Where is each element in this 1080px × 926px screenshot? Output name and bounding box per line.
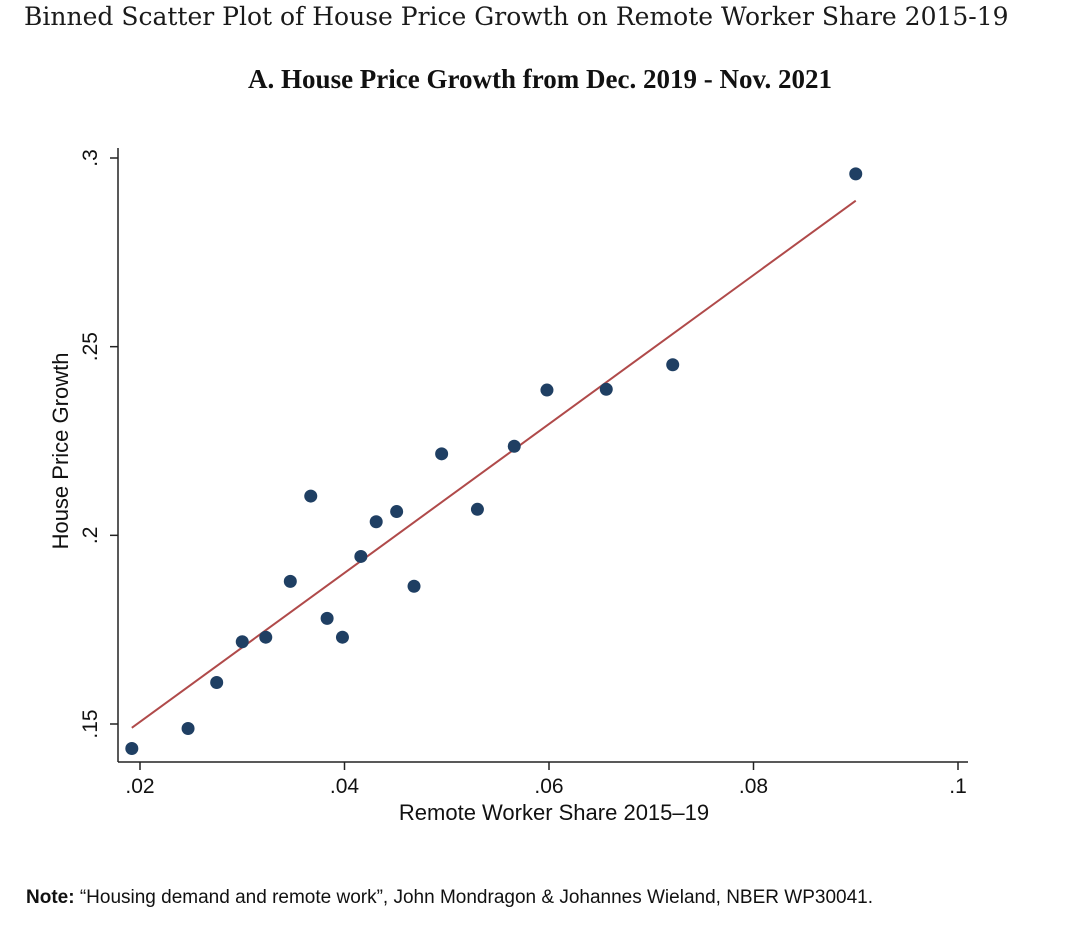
- x-tick-label: .02: [125, 775, 154, 798]
- panel-title: A. House Price Growth from Dec. 2019 - N…: [248, 64, 832, 94]
- data-point: [507, 439, 521, 453]
- x-tick-label: .1: [949, 775, 967, 798]
- y-tick-label: .3: [79, 149, 102, 167]
- data-point: [540, 383, 554, 397]
- data-point: [666, 358, 680, 372]
- data-point: [335, 630, 349, 644]
- y-tick-label: .25: [79, 332, 102, 361]
- y-axis-title: House Price Growth: [48, 353, 73, 550]
- data-point: [470, 502, 484, 516]
- x-tick-label: .06: [534, 775, 563, 798]
- data-point: [435, 447, 449, 461]
- x-axis-title: Remote Worker Share 2015–19: [399, 800, 709, 825]
- data-point: [181, 722, 195, 736]
- y-tick-label: .2: [79, 527, 102, 545]
- y-tick-label: .15: [79, 709, 102, 738]
- data-point: [235, 635, 249, 649]
- footnote: Note: “Housing demand and remote work”, …: [26, 887, 873, 909]
- data-point: [390, 505, 404, 519]
- fit-line: [131, 199, 857, 729]
- x-tick-label: .04: [330, 775, 360, 798]
- data-point: [304, 489, 318, 503]
- x-tick-label: .08: [739, 775, 768, 798]
- data-point: [354, 549, 368, 563]
- main-title: Binned Scatter Plot of House Price Growt…: [24, 2, 1009, 31]
- data-point: [320, 611, 334, 625]
- data-point: [599, 382, 613, 396]
- data-point: [849, 167, 863, 181]
- scatter-chart: .02 .04 .06 .08 .1 .15 .2 .25 .3 Remote Worker Sh…: [48, 148, 968, 825]
- data-point: [210, 675, 224, 689]
- data-point: [407, 579, 421, 593]
- note-label: Note:: [26, 887, 75, 908]
- data-point: [125, 742, 139, 756]
- data-point: [259, 630, 273, 644]
- data-point: [369, 515, 383, 529]
- note-text: “Housing demand and remote work”, John M…: [74, 887, 873, 908]
- data-point: [283, 574, 297, 588]
